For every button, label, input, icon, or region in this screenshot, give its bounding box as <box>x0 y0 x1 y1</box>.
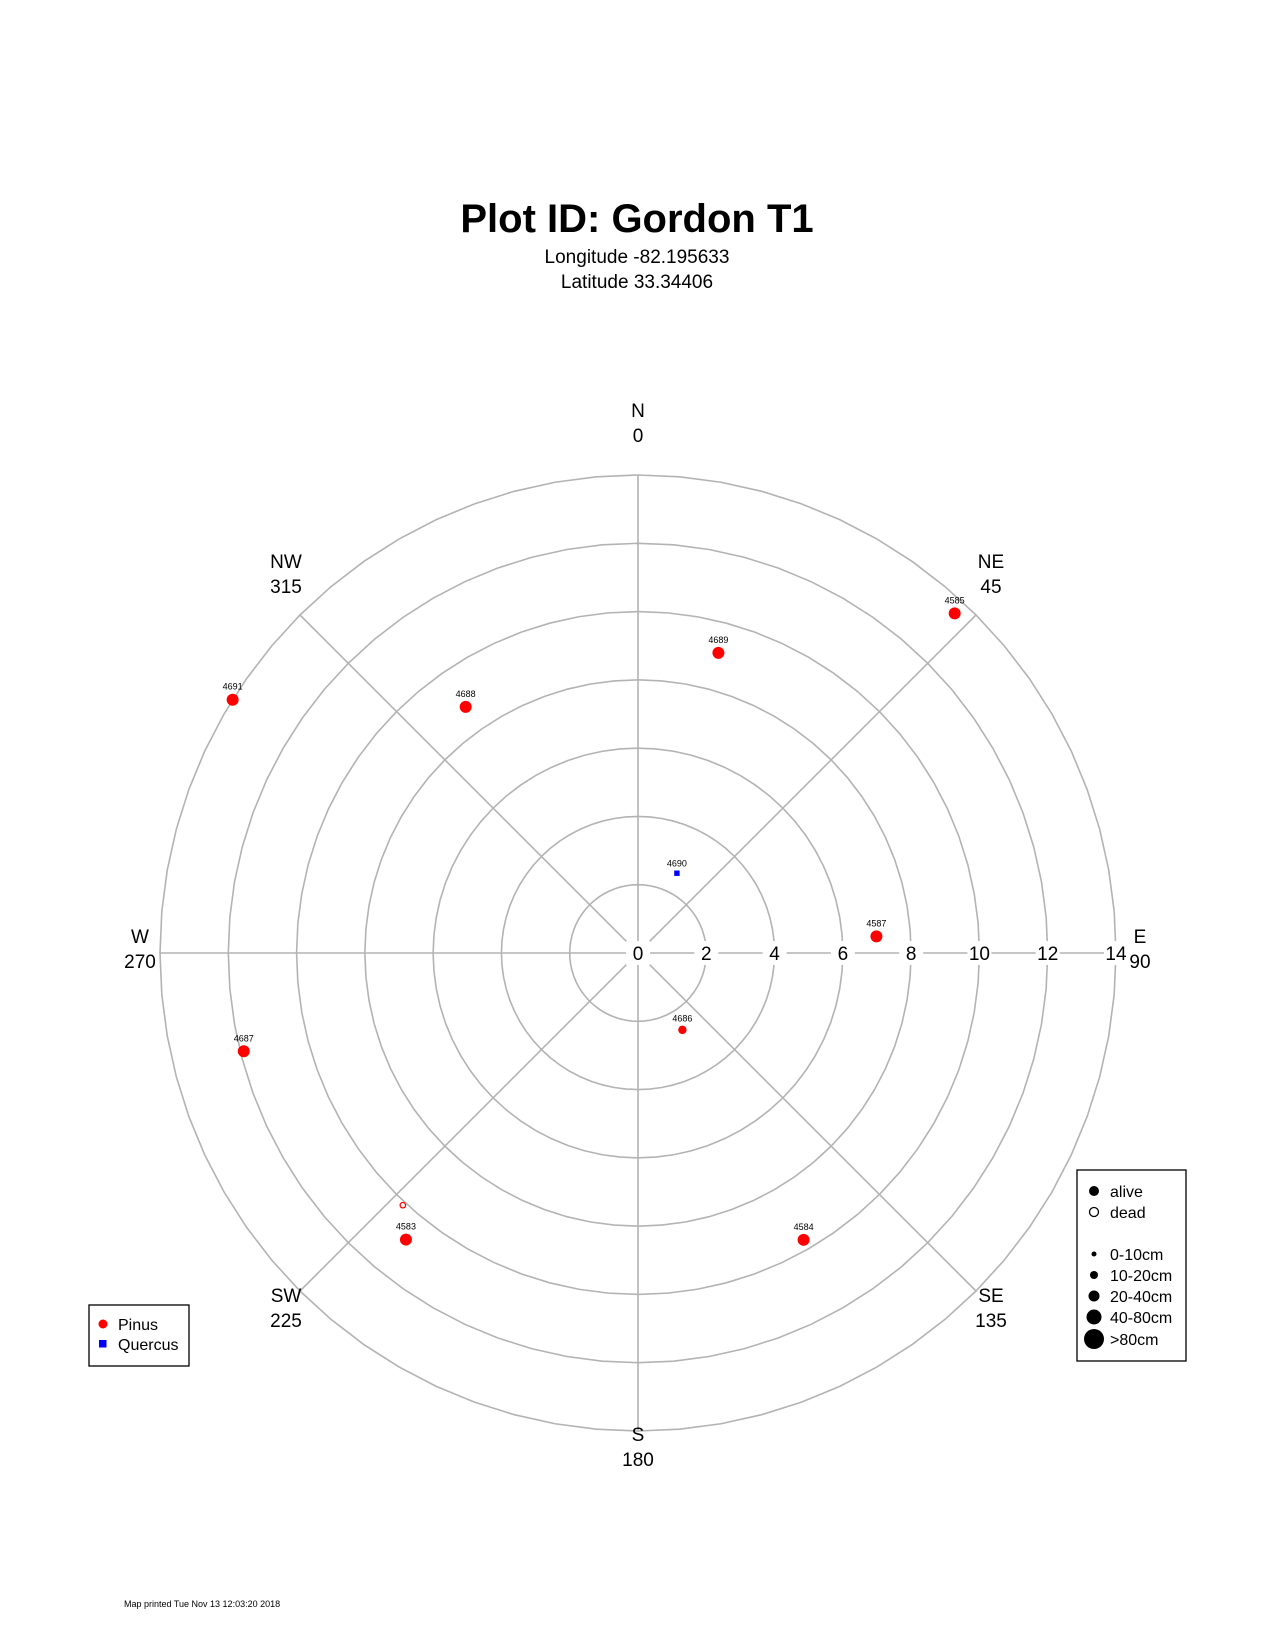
tick-label: 0 <box>633 944 644 965</box>
tick-label: 8 <box>906 944 917 965</box>
latitude-label: Latitude 33.34406 <box>561 272 713 293</box>
tick-label-bg <box>1104 941 1128 965</box>
legend-pinus-label: Pinus <box>118 1317 158 1334</box>
compass-deg-135: 135 <box>975 1311 1007 1332</box>
compass-deg-225: 225 <box>270 1311 302 1332</box>
legend-size-40-80-marker <box>1086 1309 1102 1325</box>
legend-quercus-marker <box>99 1340 107 1348</box>
legend-size-0-10-marker <box>1091 1251 1097 1257</box>
tree-marker-4691 <box>226 693 239 706</box>
legend-dead-label: dead <box>1110 1205 1146 1222</box>
legend-size-over-80-label: >80cm <box>1110 1332 1158 1349</box>
compass-deg-45: 45 <box>980 577 1001 598</box>
tick-label: 2 <box>701 944 712 965</box>
tree-label-4686: 4686 <box>672 1014 692 1024</box>
tick-label: 12 <box>1037 944 1058 965</box>
status-size-legend: alive dead 0-10cm 10-20cm 20-40cm 40-80c… <box>1076 1169 1187 1362</box>
tree-label-4585: 4585 <box>945 595 965 605</box>
compass-deg-315: 315 <box>270 577 302 598</box>
legend-quercus-label: Quercus <box>118 1337 178 1354</box>
tick-label-bg <box>762 941 787 965</box>
tree-marker-4587 <box>870 930 883 943</box>
tick-label-bg <box>694 941 719 965</box>
legend-size-40-80-label: 40-80cm <box>1110 1310 1172 1327</box>
tree-marker-4687 <box>237 1045 250 1058</box>
compass-deg-180: 180 <box>622 1450 654 1471</box>
legend-pinus-marker <box>98 1319 108 1329</box>
tree-marker-4689 <box>712 646 725 659</box>
tree-marker-dead <box>399 1201 407 1209</box>
tree-label-4587: 4587 <box>866 918 886 928</box>
legend-alive-label: alive <box>1110 1184 1143 1201</box>
tree-label-4689: 4689 <box>708 635 728 645</box>
compass-deg-0: 0 <box>633 426 644 447</box>
tree-label-4583: 4583 <box>396 1222 416 1232</box>
tree-label-4687: 4687 <box>234 1033 254 1043</box>
legend-size-over-80-marker <box>1084 1329 1104 1349</box>
compass-deg-270: 270 <box>124 952 156 973</box>
legend-size-20-40-label: 20-40cm <box>1110 1289 1172 1306</box>
compass-sw: SW <box>271 1286 302 1307</box>
chart-title: Plot ID: Gordon T1 <box>460 197 813 241</box>
tree-label-4688: 4688 <box>456 689 476 699</box>
legend-size-0-10-label: 0-10cm <box>1110 1247 1163 1264</box>
print-timestamp: Map printed Tue Nov 13 12:03:20 2018 <box>124 1599 280 1609</box>
compass-e: E <box>1134 927 1147 948</box>
compass-s: S <box>632 1425 645 1446</box>
tick-label: 4 <box>769 944 780 965</box>
tick-label-bg <box>830 941 855 965</box>
legend-size-10-20-marker <box>1090 1271 1098 1279</box>
compass-se: SE <box>978 1286 1003 1307</box>
tick-label-bg <box>899 941 924 965</box>
species-legend-box <box>88 1304 190 1367</box>
tree-markers: 4689 4585 4688 4691 4690 4587 4686 4687 4583 4584 <box>223 595 965 1246</box>
tree-marker-4584 <box>797 1233 810 1246</box>
compass-nw: NW <box>270 552 302 573</box>
legend-dead-marker <box>1088 1206 1100 1218</box>
tick-label-bg <box>967 941 992 965</box>
tree-marker-4690 <box>674 870 680 876</box>
tree-label-4691: 4691 <box>223 682 243 692</box>
compass-deg-90: 90 <box>1129 952 1150 973</box>
tick-label: 10 <box>969 944 990 965</box>
tree-label-4584: 4584 <box>794 1222 814 1232</box>
legend-size-20-40-marker <box>1088 1290 1100 1302</box>
radial-tick-labels: 0 2 4 6 8 10 12 14 <box>626 941 1128 965</box>
tree-label-4690: 4690 <box>667 859 687 869</box>
tree-marker-4686 <box>678 1025 687 1035</box>
compass-labels: N 0 NE 45 E 90 SE 135 S 180 SW 225 W 270 NW 315 <box>124 401 1150 1471</box>
legend-size-10-20-label: 10-20cm <box>1110 1268 1172 1285</box>
tick-label-bg <box>626 941 650 965</box>
legend-alive-marker <box>1089 1186 1099 1196</box>
tree-marker-4585 <box>948 607 961 620</box>
compass-ne: NE <box>978 552 1004 573</box>
tree-marker-4583 <box>399 1233 412 1246</box>
tick-label: 14 <box>1105 944 1127 965</box>
species-legend: Pinus Quercus <box>88 1304 190 1367</box>
tick-label: 6 <box>838 944 849 965</box>
longitude-label: Longitude -82.195633 <box>545 247 730 268</box>
compass-n: N <box>631 401 645 422</box>
tree-marker-4688 <box>459 700 472 713</box>
compass-w: W <box>131 927 149 948</box>
tick-label-bg <box>1035 941 1060 965</box>
